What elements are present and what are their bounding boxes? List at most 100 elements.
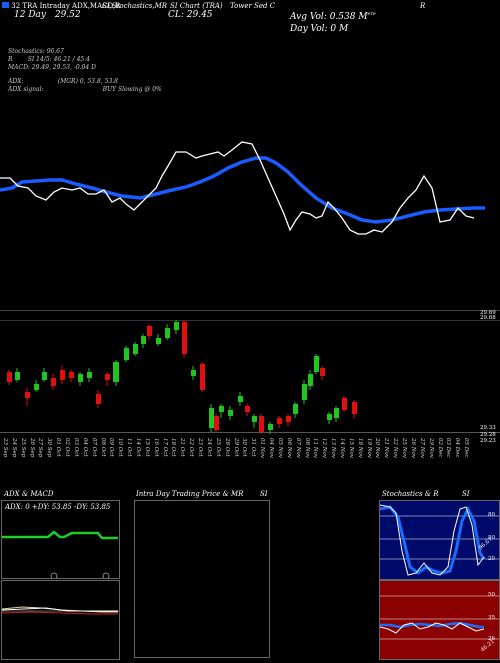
- adx-readout: ADX: (MGR) 0, 53.8, 53.8: [8, 78, 118, 85]
- candle: [124, 348, 129, 360]
- rsi-tick: 50: [488, 592, 495, 598]
- candle-top-border: [0, 310, 500, 311]
- candle: [293, 404, 298, 414]
- rsi-lines: [380, 595, 499, 640]
- candle: [302, 384, 307, 400]
- date-label: 24 Oct: [205, 438, 212, 457]
- candle: [182, 322, 187, 354]
- stoch-tick: 20: [488, 556, 495, 562]
- date-label: 15 Nov: [347, 438, 354, 458]
- candle: [268, 424, 273, 430]
- candle: [252, 416, 257, 422]
- date-label: 25 Nov: [401, 438, 408, 458]
- rsi-tick: 26: [488, 636, 495, 642]
- mr-panel-title: Intra Day Trading Price & MR: [136, 490, 244, 498]
- date-label: 03 Dec: [445, 438, 452, 458]
- date-label: 26 Sep: [28, 438, 35, 458]
- date-label: 04 Oct: [81, 438, 88, 457]
- date-label: 25 Sep: [19, 438, 26, 458]
- date-label: 14 Nov: [338, 438, 345, 458]
- date-axis: 23 Sep 24 Sep 25 Sep 26 Sep 27 Sep 30 Sep 01 O…: [0, 438, 478, 486]
- date-label: 30 Sep: [46, 438, 53, 458]
- date-label: 14 Oct: [135, 438, 142, 457]
- date-label: 22 Oct: [188, 438, 195, 457]
- date-label: 17 Oct: [161, 438, 168, 457]
- date-label: 13 Nov: [330, 438, 337, 458]
- candle: [277, 418, 282, 424]
- candle: [228, 410, 233, 416]
- legend-swatch: [2, 2, 9, 8]
- date-label: 30 Oct: [241, 438, 248, 457]
- date-label: 11 Oct: [126, 438, 133, 457]
- candle: [286, 416, 291, 422]
- candle: [15, 372, 20, 380]
- candle: [78, 374, 83, 382]
- candle: [334, 408, 339, 418]
- date-label: 28 Oct: [223, 438, 230, 457]
- stoch-lines: [380, 504, 499, 576]
- date-label: 07 Oct: [90, 438, 97, 457]
- candle: [25, 392, 30, 398]
- candle: [141, 336, 146, 344]
- date-label: 23 Oct: [197, 438, 204, 457]
- date-label: 01 Nov: [259, 438, 266, 458]
- axis-bottom3: 29.23: [480, 438, 496, 444]
- candlestick-chart: [7, 320, 357, 434]
- date-label: 03 Oct: [72, 438, 79, 457]
- rsi-readout: R SI 14/5: 46.21 / 45.4: [8, 56, 90, 63]
- header-line: 32 TRA Intraday ADX,MACD,R: [2, 2, 120, 10]
- candle: [174, 322, 179, 330]
- adx-panel-readout: ADX: 0 +DY: 53.85 -DY: 53.85: [5, 503, 111, 511]
- stoch-panel-title-suffix: SI: [462, 490, 470, 498]
- date-label: 05 Dec: [463, 438, 470, 458]
- date-label: 18 Nov: [356, 438, 363, 458]
- candles: [7, 320, 357, 434]
- date-label: 11 Nov: [312, 438, 319, 458]
- date-label: 27 Nov: [418, 438, 425, 458]
- date-label: 04 Dec: [454, 438, 461, 458]
- rsi-panel: 50 35 26 46.21: [379, 580, 500, 660]
- candle: [147, 326, 152, 336]
- candle: [133, 344, 138, 354]
- candle: [7, 372, 12, 382]
- candle-grid-line: [0, 320, 500, 321]
- adx-panel-title: ADX & MACD: [4, 490, 54, 498]
- date-label: 10 Oct: [117, 438, 124, 457]
- candle: [34, 384, 39, 390]
- candle-bottom-border: [0, 432, 500, 433]
- chart-title-c: SI Chart (TRA): [170, 2, 223, 10]
- date-label: 26 Nov: [409, 438, 416, 458]
- axis-top2: 29.68: [480, 315, 496, 321]
- chart-title-d: Tower Sed C: [230, 2, 276, 10]
- price-line: [0, 141, 475, 235]
- date-label: 21 Oct: [179, 438, 186, 457]
- date-label: 22 Nov: [392, 438, 399, 458]
- candle: [96, 394, 101, 404]
- date-label: 06 Nov: [285, 438, 292, 458]
- stochastics-panel: 80 50 20 96.67: [379, 500, 500, 580]
- date-label: 02 Dec: [436, 438, 443, 458]
- candle: [342, 398, 347, 410]
- adx-lines: [2, 530, 118, 578]
- date-label: 05 Nov: [276, 438, 283, 458]
- candle: [113, 362, 119, 382]
- date-label: 01 Oct: [55, 438, 62, 457]
- date-label: 25 Oct: [214, 438, 221, 457]
- adx-panel: ADX: 0 +DY: 53.85 -DY: 53.85: [1, 500, 120, 579]
- candle: [42, 372, 47, 380]
- candle: [245, 406, 250, 412]
- candle: [209, 408, 214, 428]
- candle: [314, 356, 319, 372]
- candle: [69, 372, 74, 378]
- macd-lines: [1, 606, 119, 615]
- date-label: 08 Nov: [303, 438, 310, 458]
- axis-top: 29.69: [480, 310, 496, 316]
- stoch-readout: Stochastics: 96.67: [8, 48, 64, 55]
- candle: [200, 364, 205, 390]
- candle: [87, 372, 92, 378]
- close-label: CL: 29.45: [168, 10, 213, 20]
- price-line-chart: [0, 141, 485, 235]
- date-label: 29 Oct: [232, 438, 239, 457]
- chart-title: 32 TRA Intraday ADX,MACD,R: [11, 2, 121, 10]
- axis-bottom2: 29.28: [480, 432, 496, 438]
